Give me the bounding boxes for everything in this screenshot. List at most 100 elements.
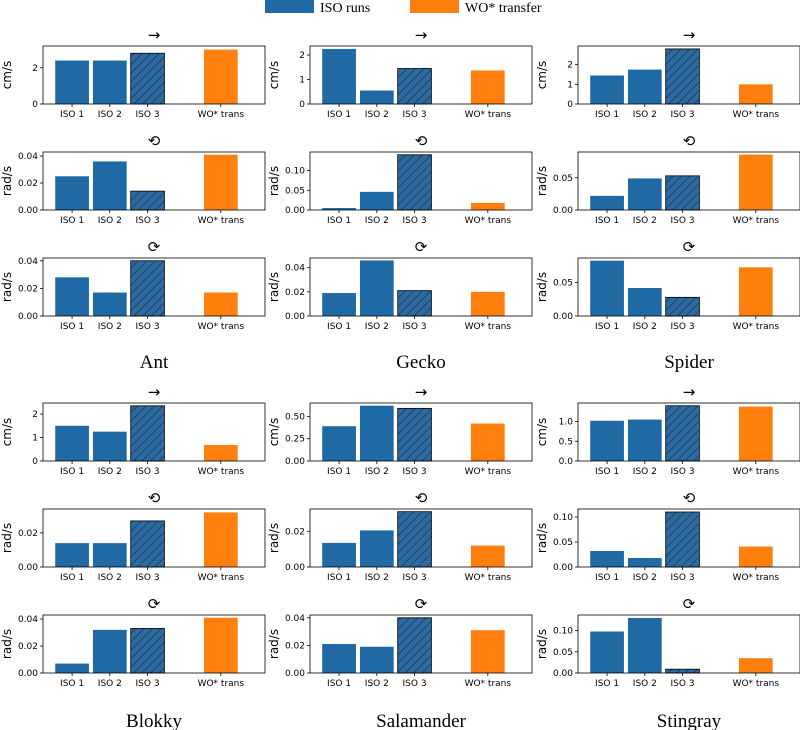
bar-iso-3 [130,260,165,317]
x-tick-label: WO* trans [198,216,245,226]
y-tick-label: 0.00 [553,206,573,216]
x-tick-label: ISO 2 [365,679,389,689]
y-tick-label: 0.00 [285,669,305,679]
y-tick-label: 0.10 [553,627,573,637]
x-tick-label: ISO 2 [633,679,657,689]
y-tick-label: 0.05 [553,538,573,548]
x-tick-label: ISO 2 [365,216,389,226]
x-tick-label: ISO 3 [403,467,427,477]
bar-iso-2 [359,530,394,567]
x-tick-label: ISO 3 [136,110,160,120]
bar-iso-1 [590,420,624,461]
metric-symbol-ccw: ⟲ [683,489,696,507]
axes-frame [42,45,266,105]
bar-iso-1 [590,260,624,316]
bar-iso-1 [55,425,89,461]
x-tick-label: ISO 3 [671,216,695,226]
panel-stingray-0: 0.0 0.5 1.0 ISO 1 ISO 2 ISO 3 WO* trans cm/s → [535,383,800,477]
legend-label-transfer: WO* transfer [465,1,542,16]
robot-name-salamander: Salamander [376,711,466,730]
bar-wo-trans [470,70,505,104]
panel-spider-1: 0.00 0.05 ISO 1 ISO 2 ISO 3 WO* trans rad/s ⟲ [535,132,800,226]
metric-symbol-cw: ⟳ [148,595,161,613]
bar-iso-3 [130,520,165,568]
y-tick-label: 0.00 [285,206,305,216]
bar-iso-1 [55,60,89,104]
x-tick-label: ISO 1 [595,322,619,332]
x-tick-label: ISO 3 [136,679,160,689]
bar-iso-3 [665,405,700,462]
bar-iso-3 [397,407,432,462]
x-tick-label: ISO 2 [633,110,657,120]
y-tick-label: 0.00 [553,669,573,679]
bar-iso-3 [130,628,165,674]
bar-wo-trans [738,84,773,104]
y-tick-label: 0.25 [285,435,305,445]
bar-iso-2 [627,178,662,210]
x-tick-label: ISO 3 [403,322,427,332]
bar-iso-1 [322,208,356,210]
bar-iso-2 [359,191,394,210]
y-tick-label: 1 [567,80,573,90]
y-axis-label: cm/s [0,418,14,447]
y-tick-label: 0 [567,100,573,110]
y-tick-label: 2 [32,64,38,74]
bar-iso-1 [322,644,356,673]
metric-symbol-ccw: ⟲ [148,132,161,150]
bar-iso-1 [55,543,89,567]
y-tick-label: 0.02 [285,641,305,651]
axes-frame [42,402,266,462]
y-axis-label: rad/s [267,629,281,659]
axes-frame [42,614,266,674]
axes-frame [577,508,800,568]
bar-wo-trans [470,630,505,673]
y-axis-label: rad/s [0,629,14,659]
y-tick-label: 0.04 [18,152,38,162]
bar-iso-1 [55,277,89,316]
axes-frame [309,402,533,462]
legend-swatch-transfer [410,0,459,13]
x-tick-label: ISO 2 [365,467,389,477]
x-tick-label: ISO 2 [633,216,657,226]
bar-iso-2 [92,60,127,104]
y-axis-label: cm/s [267,61,281,90]
axes-frame [42,151,266,211]
bar-iso-3 [397,511,432,568]
y-tick-label: 0.04 [18,615,38,625]
x-tick-label: ISO 1 [327,110,351,120]
x-tick-label: ISO 2 [98,216,122,226]
bar-wo-trans [203,154,238,210]
bar-wo-trans [203,445,238,461]
x-tick-label: WO* trans [198,322,245,332]
x-tick-label: ISO 1 [60,467,84,477]
y-tick-label: 0 [299,100,305,110]
y-axis-label: rad/s [267,272,281,302]
x-tick-label: ISO 1 [60,573,84,583]
metric-symbol-forward: → [148,26,161,44]
panel-blokky-1: 0.00 0.02 ISO 1 ISO 2 ISO 3 WO* trans rad/s ⟲ [0,489,266,583]
axes-frame [577,45,800,105]
x-tick-label: ISO 1 [327,573,351,583]
bar-iso-1 [55,663,89,673]
x-tick-label: ISO 2 [98,110,122,120]
y-tick-label: 1 [299,76,305,86]
axes-frame [577,402,800,462]
bar-iso-3 [130,190,165,211]
robot-name-gecko: Gecko [396,352,446,373]
y-tick-label: 0.00 [18,669,38,679]
x-tick-label: ISO 1 [327,679,351,689]
axes-frame [309,257,533,317]
bar-iso-3 [130,52,165,105]
y-tick-label: 0.02 [285,288,305,298]
panel-gecko-2: 0.00 0.02 0.04 ISO 1 ISO 2 ISO 3 WO* trans rad/… [267,238,533,332]
x-tick-label: WO* trans [198,573,245,583]
bar-iso-3 [665,668,700,674]
x-tick-label: WO* trans [733,679,780,689]
x-tick-label: ISO 2 [98,679,122,689]
x-tick-label: ISO 2 [98,573,122,583]
axes-frame [309,45,533,105]
panel-blokky-2: 0.00 0.02 0.04 ISO 1 ISO 2 ISO 3 WO* trans rad/… [0,595,266,689]
x-tick-label: ISO 3 [136,322,160,332]
